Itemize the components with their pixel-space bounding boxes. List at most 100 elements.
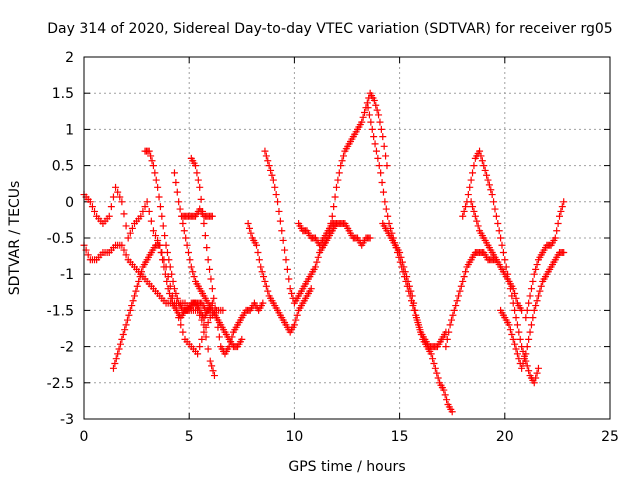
data-point <box>190 273 198 281</box>
data-point <box>339 152 347 160</box>
data-point <box>157 248 165 256</box>
data-point <box>526 292 534 300</box>
data-point <box>183 241 191 249</box>
data-point <box>210 294 218 302</box>
data-point <box>177 321 185 329</box>
data-point <box>107 203 115 211</box>
data-point <box>286 285 294 293</box>
axis-ticks: 0 5 10 15 20 25 -3 -2.5 -2 -1.5 -1 -0.5 0 0.5 1 1.5 2 <box>47 50 619 445</box>
data-point <box>515 328 523 336</box>
data-point <box>375 111 383 119</box>
data-point <box>384 212 392 220</box>
data-point <box>403 273 411 281</box>
data-point <box>172 178 180 186</box>
data-point <box>275 207 283 215</box>
data-point <box>164 285 172 293</box>
data-point <box>398 258 406 266</box>
data-point <box>122 251 130 259</box>
data-point <box>430 359 438 367</box>
data-point <box>158 212 166 220</box>
data-point <box>156 203 164 211</box>
data-point <box>272 191 280 199</box>
data-point <box>324 234 332 242</box>
y-tick-label: 1 <box>65 122 74 138</box>
data-point <box>129 297 137 305</box>
data-point <box>373 106 381 114</box>
data-point <box>207 275 215 283</box>
data-point <box>527 285 535 293</box>
data-point <box>532 302 540 310</box>
data-point <box>114 350 122 358</box>
data-point <box>469 169 477 177</box>
data-point <box>137 212 145 220</box>
data-point <box>501 256 509 264</box>
data-point <box>279 236 287 244</box>
data-point <box>262 152 270 160</box>
data-point <box>120 210 128 218</box>
data-point <box>179 220 187 228</box>
data-point <box>254 248 262 256</box>
data-point <box>457 282 465 290</box>
data-point <box>214 323 222 331</box>
data-point <box>147 152 155 160</box>
data-point <box>379 133 387 141</box>
data-point <box>120 246 128 254</box>
data-point <box>148 157 156 165</box>
data-point <box>376 118 384 126</box>
data-point <box>200 321 208 329</box>
data-point <box>385 220 393 228</box>
data-point <box>267 166 275 174</box>
data-point <box>533 369 541 377</box>
data-point <box>372 101 380 109</box>
data-point <box>372 147 380 155</box>
data-point <box>271 183 279 191</box>
data-point <box>446 321 454 329</box>
data-point <box>459 212 467 220</box>
data-point <box>121 326 129 334</box>
data-point <box>378 178 386 186</box>
data-point <box>173 188 181 196</box>
data-point <box>283 265 291 273</box>
data-point <box>208 285 216 293</box>
data-point <box>162 241 170 249</box>
data-point <box>431 364 439 372</box>
data-point <box>460 207 468 215</box>
data-point <box>268 171 276 179</box>
data-point <box>494 220 502 228</box>
data-point <box>553 227 561 235</box>
data-point <box>261 277 269 285</box>
data-point <box>379 188 387 196</box>
data-point <box>532 265 540 273</box>
data-point <box>533 297 541 305</box>
data-point <box>215 333 223 341</box>
data-point <box>161 270 169 278</box>
data-point <box>265 162 273 170</box>
data-point <box>194 350 202 358</box>
data-point <box>361 109 369 117</box>
data-point <box>200 328 208 336</box>
data-point <box>255 256 263 264</box>
data-point <box>122 321 130 329</box>
data-point <box>533 261 541 269</box>
data-point <box>449 311 457 319</box>
data-point <box>128 302 136 310</box>
data-point <box>462 268 470 276</box>
data-point <box>225 343 233 351</box>
data-point <box>445 328 453 336</box>
data-point <box>111 359 119 367</box>
data-point <box>519 359 527 367</box>
data-point <box>377 125 385 133</box>
data-point <box>382 205 390 213</box>
data-point <box>179 328 187 336</box>
data-point <box>410 299 418 307</box>
data-point <box>412 314 420 322</box>
data-point <box>84 251 92 259</box>
data-point <box>488 191 496 199</box>
data-point <box>285 275 293 283</box>
data-point <box>358 118 366 126</box>
data-point <box>371 140 379 148</box>
data-point <box>400 263 408 271</box>
data-point <box>198 335 206 343</box>
data-point <box>522 350 530 358</box>
data-point <box>123 316 131 324</box>
